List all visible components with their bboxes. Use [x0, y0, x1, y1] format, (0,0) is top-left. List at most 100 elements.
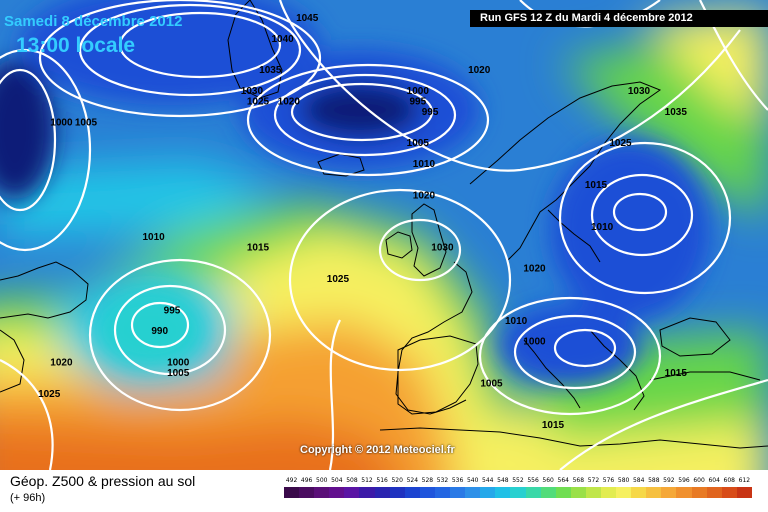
copyright-notice: Copyright © 2012 Meteociel.fr — [300, 444, 455, 456]
map-footer: Géop. Z500 & pression au sol (+ 96h) 492… — [0, 470, 768, 512]
legend-label: 500 — [316, 477, 328, 484]
legend-label: 556 — [527, 477, 539, 484]
legend-cell: 508 — [344, 476, 360, 498]
legend-label: 580 — [617, 477, 630, 484]
pressure-label: 1025 — [327, 274, 350, 285]
legend-cell: 492 — [284, 476, 300, 498]
legend-swatch — [419, 487, 435, 498]
legend-cell: 568 — [570, 476, 586, 498]
legend-cell: 552 — [510, 476, 526, 498]
legend-cell: 576 — [600, 476, 617, 498]
pressure-label: 1030 — [628, 86, 651, 97]
legend-cell: 520 — [389, 476, 405, 498]
greenland-coast — [227, 0, 283, 99]
pressure-label: 1030 — [241, 86, 264, 97]
pressure-label: 1005 — [167, 368, 190, 379]
legend-cell: 564 — [555, 476, 571, 498]
legend-label: 604 — [708, 477, 720, 484]
legend-label: 520 — [391, 477, 403, 484]
pressure-label: 1005 — [480, 378, 503, 389]
legend-swatch — [434, 487, 451, 498]
legend-swatch — [525, 487, 541, 498]
pressure-label: 1035 — [665, 107, 688, 118]
pressure-label: 1010 — [505, 316, 528, 327]
legend-cell: 556 — [525, 476, 541, 498]
legend-swatch — [646, 487, 662, 498]
pressure-label: 1010 — [142, 232, 165, 243]
pressure-label: 1015 — [247, 243, 270, 254]
pressure-label: 1020 — [413, 190, 436, 201]
forecast-time: 13:00 locale — [16, 34, 136, 57]
legend-label: 496 — [300, 477, 313, 484]
legend-cell: 536 — [450, 476, 466, 498]
legend-cell: 608 — [721, 476, 737, 498]
baltic-coast — [547, 209, 601, 263]
pressure-label: 1015 — [542, 420, 565, 431]
legend-label: 532 — [436, 477, 449, 484]
legend-swatch — [389, 487, 405, 498]
legend-swatch — [540, 487, 556, 498]
legend-swatch — [631, 487, 647, 498]
legend-swatch — [585, 487, 601, 498]
legend-label: 600 — [693, 477, 705, 484]
black-sea-coast — [659, 317, 731, 357]
legend-label: 560 — [542, 477, 554, 484]
legend-cell: 544 — [480, 476, 496, 498]
turkey-coast — [649, 371, 761, 381]
legend-cell: 496 — [299, 476, 315, 498]
legend-cell: 524 — [404, 476, 420, 498]
legend-cell: 588 — [646, 476, 662, 498]
legend-swatch — [510, 487, 526, 498]
pressure-label: 1010 — [413, 159, 436, 170]
legend-label: 588 — [648, 477, 660, 484]
legend-swatch — [284, 487, 300, 498]
legend-label: 528 — [421, 477, 434, 484]
pressure-label: 1025 — [38, 389, 61, 400]
legend-cell: 528 — [419, 476, 435, 498]
pressure-label: 1040 — [271, 34, 294, 45]
legend-label: 540 — [466, 477, 479, 484]
legend-cell: 516 — [374, 476, 390, 498]
legend-label: 584 — [632, 477, 645, 484]
legend-label: 608 — [723, 477, 735, 484]
pressure-label: 1025 — [247, 96, 270, 107]
scandinavia-coast — [469, 81, 662, 261]
legend-swatch — [691, 487, 707, 498]
pressure-label: 1030 — [431, 243, 454, 254]
legend-swatch — [344, 487, 360, 498]
pressure-label: 1015 — [665, 368, 688, 379]
pressure-label: 1020 — [523, 264, 546, 275]
pressure-label: 1015 — [585, 180, 608, 191]
legend-label: 544 — [482, 477, 494, 484]
pressure-label: 995 — [409, 96, 426, 107]
ireland-coast — [385, 231, 413, 259]
legend-swatch — [676, 487, 692, 498]
legend-swatch — [374, 487, 390, 498]
legend-cell: 500 — [314, 476, 330, 498]
legend-label: 572 — [587, 477, 600, 484]
pressure-label: 995 — [422, 107, 439, 118]
pressure-label: 1005 — [75, 117, 98, 128]
legend-label: 564 — [557, 477, 569, 484]
pressure-label: 1000 — [167, 358, 190, 369]
legend-label: 516 — [376, 477, 388, 484]
footer-title: Géop. Z500 & pression au sol — [10, 473, 196, 489]
run-banner: Run GFS 12 Z du Mardi 4 décembre 2012 — [470, 10, 768, 27]
legend-cell: 592 — [661, 476, 677, 498]
legend-cell: 512 — [359, 476, 375, 498]
isobars — [0, 0, 768, 470]
legend-cell: 548 — [495, 476, 511, 498]
legend-swatch — [465, 487, 481, 498]
pressure-label: 1025 — [609, 138, 632, 149]
legend-label: 524 — [406, 477, 419, 484]
legend-label: 596 — [678, 477, 690, 484]
legend-swatch — [721, 487, 737, 498]
legend-cell: 584 — [631, 476, 647, 498]
legend-label: 504 — [331, 477, 343, 484]
pressure-label: 1005 — [407, 138, 430, 149]
legend-label: 576 — [602, 477, 615, 484]
footer-subtitle: (+ 96h) — [10, 492, 46, 504]
pressure-label: 1045 — [296, 13, 319, 24]
